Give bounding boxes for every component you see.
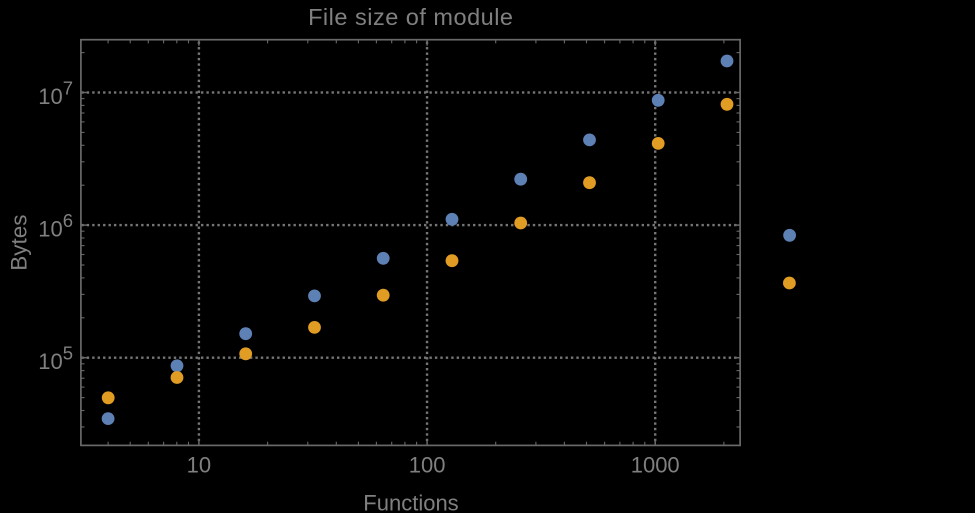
svg-text:Bytes: Bytes <box>7 214 32 270</box>
svg-text:1000: 1000 <box>631 453 680 478</box>
svg-text:100: 100 <box>409 453 446 478</box>
svg-text:10: 10 <box>187 453 211 478</box>
svg-text:Functions: Functions <box>363 491 458 513</box>
svg-text:File size of module: File size of module <box>308 4 513 30</box>
